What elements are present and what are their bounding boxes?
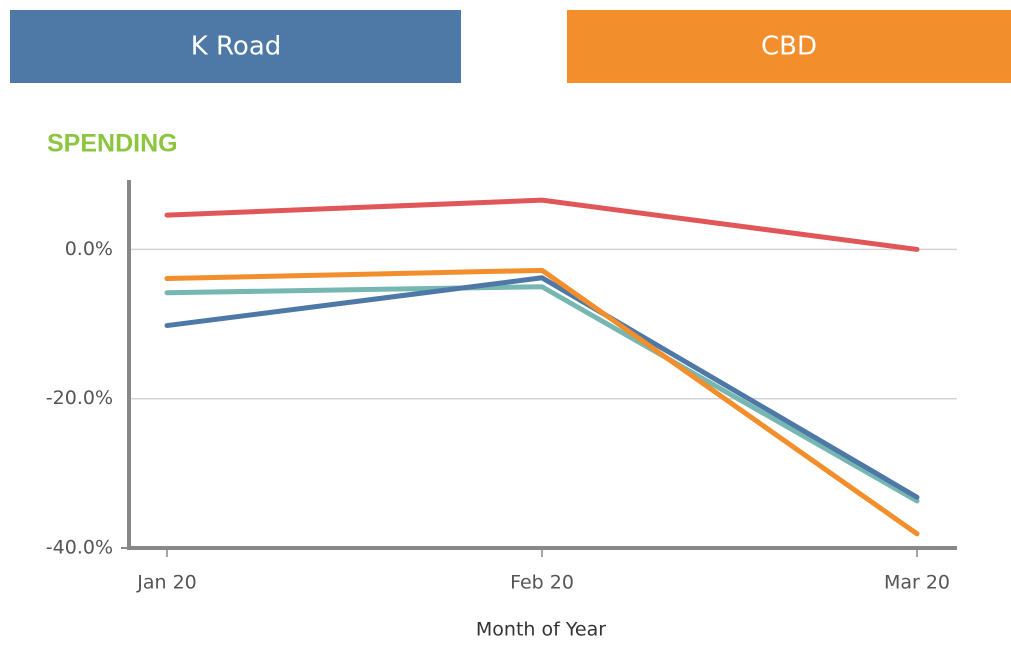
series-line [164, 197, 920, 252]
x-axis-title: Month of Year [476, 619, 606, 641]
chart-title: SPENDING [47, 130, 178, 158]
button-label[interactable]: CBD [761, 32, 817, 62]
x-tick-label: Feb 20 [510, 572, 574, 594]
series-line [164, 284, 920, 504]
series-line [164, 275, 920, 500]
x-tick-label: Jan 20 [136, 572, 197, 594]
y-tick-label: 0.0% [65, 238, 113, 260]
y-tick-label: -40.0% [46, 537, 113, 559]
cbd-button[interactable] [567, 10, 1011, 83]
button-label[interactable]: K Road [191, 32, 282, 62]
y-tick-label: -20.0% [46, 387, 113, 409]
x-tick-label: Mar 20 [884, 572, 950, 594]
series-line [164, 267, 920, 537]
k-road-button[interactable] [10, 10, 461, 83]
